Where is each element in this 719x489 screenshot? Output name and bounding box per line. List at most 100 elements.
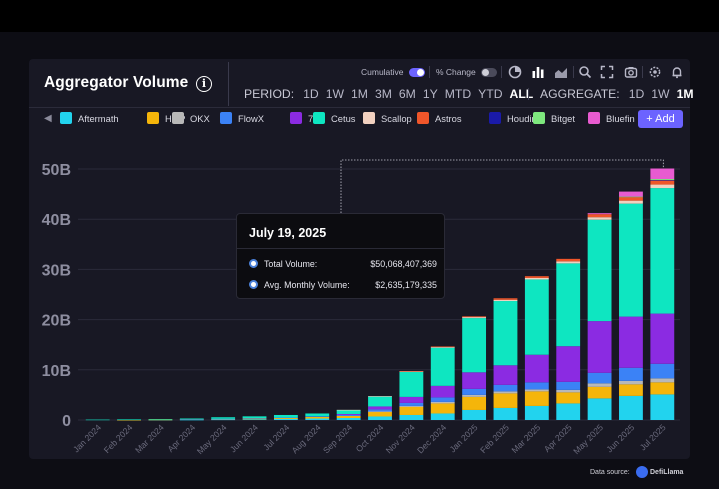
legend-item[interactable]: Bluefin [588,111,635,127]
bar-segment [242,418,267,419]
toolbar-separator [501,66,502,78]
bar-segment [368,396,392,397]
legend-label: Bluefin [606,113,635,124]
bar-segment [85,419,110,421]
bar-segment [368,409,392,412]
header-bottom-divider [29,107,690,108]
legend-swatch [290,112,302,124]
legend-item[interactable]: Scallop [363,111,412,127]
aggregate-option-selected[interactable]: 1M [676,87,694,101]
bar-segment [619,395,643,420]
camera-icon[interactable] [624,65,638,79]
bar-segment [430,347,455,386]
data-source-label: Data source: [590,469,630,476]
bar-segment [273,417,298,419]
y-tick-label: 20B [42,313,71,330]
cumulative-toggle[interactable] [409,68,425,77]
bar-segment [462,394,487,397]
bar-segment [587,383,612,387]
legend-item[interactable]: Bitget [533,111,575,127]
bar-segment [430,346,455,348]
bar-segment [179,419,204,420]
bar-segment [368,411,392,417]
legend-item[interactable]: FlowX [220,111,264,127]
gear-icon[interactable] [648,65,662,79]
bar-segment [462,318,487,373]
bar-segment [368,416,392,420]
pie-chart-icon[interactable] [508,65,522,79]
legend-swatch [588,112,600,124]
legend-item[interactable]: OKX [172,111,210,127]
bar-segment [650,168,675,180]
bar-segment [399,405,424,407]
info-icon[interactable]: i [196,76,212,92]
bar-segment [619,197,643,201]
legend-item[interactable]: Houdini [489,111,539,127]
header-divider [228,62,229,106]
bar-segment [556,258,581,262]
legend-label: Houdini [507,113,539,124]
bar-segment [399,414,424,420]
y-tick-label: 30B [42,262,71,279]
bar-segment [619,196,643,198]
aggregate-option[interactable]: 1D [628,87,645,101]
bar-segment [650,179,675,181]
x-tick-label: Dec 2024 [415,422,448,455]
x-tick-label: Nov 2024 [384,422,417,455]
aggregate-label: AGGREGATE: [540,87,620,101]
legend-item[interactable]: Cetus [313,111,356,127]
bar-segment [148,419,173,421]
period-option-selected[interactable]: ALL [509,87,534,101]
pct-change-toggle[interactable] [481,68,497,77]
bar-segment [117,419,141,421]
x-tick-label: May 2025 [571,422,605,456]
x-tick-label: Mar 2025 [510,422,543,455]
bar-segment [336,409,361,414]
period-option[interactable]: 6M [398,87,416,101]
search-icon[interactable] [578,65,592,79]
bar-segment [462,388,487,395]
bar-segment [336,414,361,416]
bar-segment [179,418,204,420]
tooltip-dot-icon [249,280,258,289]
bar-segment [399,371,424,372]
period-option[interactable]: 1W [325,87,344,101]
x-tick-label: Feb 2024 [102,422,135,455]
aggregate-option[interactable]: 1W [651,87,670,101]
data-source-brand[interactable]: DefiLlama [650,469,684,476]
bar-segment [524,276,549,278]
period-option[interactable]: 1M [351,87,368,101]
fullscreen-icon[interactable] [600,65,614,79]
legend-item[interactable]: Aftermath [60,111,119,127]
bar-segment [587,386,612,399]
pct-change-label: % Change [436,67,476,77]
bar-segment [587,213,612,215]
legend-swatch [363,112,375,124]
period-option[interactable]: 3M [374,87,392,101]
period-option[interactable]: YTD [478,87,503,101]
bell-icon[interactable] [670,65,684,79]
legend-label: Aftermath [78,113,119,124]
x-tick-label: May 2024 [195,422,229,456]
bar-segment [524,382,549,390]
y-tick-label: 10B [42,363,71,380]
aggregate-selector: AGGREGATE: 1D 1W 1M [540,87,701,101]
bar-segment [211,419,236,421]
chart-tooltip: July 19, 2025 Total Volume: $50,068,407,… [236,213,445,299]
legend-swatch [533,112,545,124]
bar-segment [242,416,267,419]
period-option[interactable]: 1Y [422,87,438,101]
defillama-logo-icon [636,466,648,478]
bar-segment [368,411,392,413]
add-series-button[interactable]: + Add [638,110,683,128]
bar-chart-icon[interactable] [531,65,545,79]
legend-item[interactable]: Astros [417,111,462,127]
bar-segment [524,277,549,280]
bar-segment [462,316,487,318]
legend-scroll-left-icon[interactable]: ◀ [44,113,52,124]
bar-segment [336,415,361,418]
legend-swatch [147,112,159,124]
period-option[interactable]: 1D [303,87,319,101]
period-option[interactable]: MTD [444,87,472,101]
area-chart-icon[interactable] [554,65,568,79]
